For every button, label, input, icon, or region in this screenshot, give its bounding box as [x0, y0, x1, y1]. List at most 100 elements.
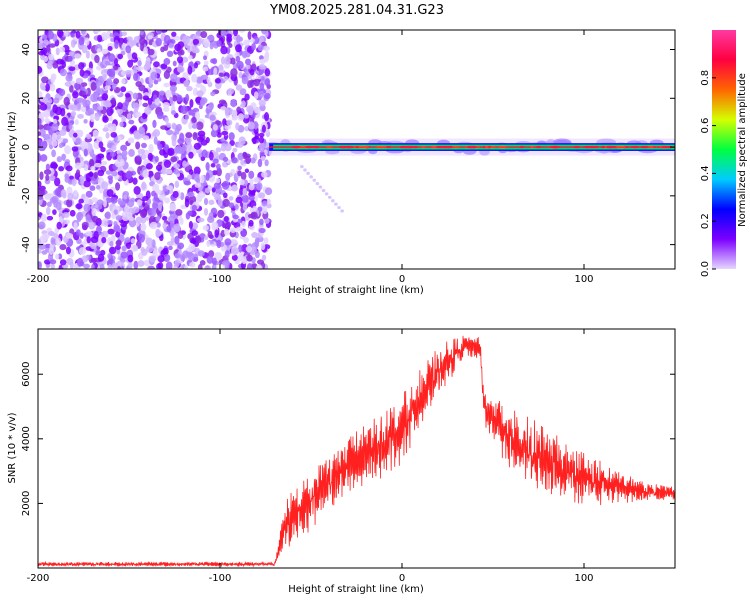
spectrogram-noise-cell: [236, 34, 241, 44]
spectrogram-noise-cell: [186, 85, 193, 92]
spectrogram-noise-cell: [243, 39, 250, 46]
spectrogram-noise-cell: [86, 236, 91, 244]
spectrogram-noise-cell: [113, 221, 118, 227]
spectrogram-noise-cell: [245, 254, 253, 262]
spectrogram-noise-cell: [216, 132, 222, 138]
spectrogram-noise-cell: [263, 92, 271, 100]
spectrogram-noise-cell: [151, 208, 157, 217]
spectrogram-noise-cell: [258, 132, 265, 138]
spectrogram-noise-cell: [138, 233, 146, 243]
spectrogram-noise-cell: [246, 262, 253, 269]
spectrogram-noise-cell: [78, 36, 84, 46]
spectrogram-noise-cell: [157, 143, 163, 151]
spectrogram-noise-cell: [127, 59, 134, 68]
spectrogram-noise-cell: [199, 98, 206, 106]
spectrogram-noise-cell: [174, 235, 180, 245]
spectrogram-noise-cell: [147, 97, 153, 106]
spectrogram-noise-cell: [45, 163, 51, 171]
spectrogram-noise-cell: [159, 90, 165, 96]
spectrogram-noise-cell: [168, 245, 173, 251]
spectrogram-noise-cell: [203, 60, 209, 66]
spectrogram-noise-cell: [237, 165, 242, 171]
snr-series-line: [38, 335, 675, 568]
spectrogram-noise-cell: [252, 36, 260, 45]
spectrogram-noise-cell: [148, 255, 157, 263]
spectrogram-noise-cell: [143, 63, 151, 71]
spectrogram-noise-cell: [38, 104, 42, 110]
spectrogram-noise-cell: [170, 236, 175, 244]
spectrogram-noise-cell: [128, 119, 135, 125]
spectrogram-noise-cell: [266, 198, 272, 204]
spectrogram-noise-cell: [193, 142, 202, 150]
spectrogram-noise-cell: [241, 194, 249, 204]
spectrogram-noise-cell: [109, 240, 114, 247]
spectrogram-noise-cell: [41, 250, 48, 255]
spectrogram-noise-cell: [47, 30, 54, 40]
spectrogram-noise-cell: [206, 35, 215, 41]
spectrogram-noise-cell: [75, 169, 81, 177]
spectrogram-noise-cell: [51, 149, 56, 158]
spectrogram-noise-cell: [163, 70, 171, 80]
spectrogram-noise-cell: [187, 251, 195, 261]
spectrogram-noise-cell: [124, 70, 132, 75]
spectrogram-noise-cell: [230, 68, 238, 78]
snr-ytick-label: 6000: [21, 361, 32, 386]
spectrogram-noise-cell: [90, 263, 95, 269]
spectrogram-noise-cell: [224, 56, 231, 65]
spectrogram-noise-cell: [244, 168, 250, 174]
spectrogram-noise-cell: [238, 244, 243, 253]
spectrogram-noise-cell: [215, 195, 221, 201]
spectrogram-noise-cell: [109, 151, 116, 158]
spectrogram-noise-cell: [119, 159, 125, 167]
spectrogram-noise-cell: [264, 218, 270, 224]
spectrogram-noise-cell: [126, 113, 132, 120]
spectrogram-noise-cell: [38, 118, 42, 127]
spectrogram-noise-cell: [156, 222, 161, 228]
spectrogram-noise-cell: [89, 113, 95, 122]
spectrogram-noise-cell: [83, 203, 91, 213]
spectrogram-noise-cell: [86, 133, 92, 140]
spectrogram-noise-cell: [229, 139, 235, 147]
spectrogram-noise-cell: [248, 178, 254, 185]
spectrogram-noise-cell: [130, 244, 139, 252]
spectrogram-noise-cell: [105, 132, 110, 139]
spectrogram-noise-cell: [120, 222, 127, 228]
spectrogram-noise-cell: [55, 237, 62, 246]
spectrogram-noise-cell: [208, 199, 215, 205]
spectrogram-noise-cell: [60, 108, 66, 117]
spectrogram-noise-cell: [224, 221, 232, 229]
spectrogram-noise-cell: [258, 136, 265, 144]
spectrogram-frame: [37, 29, 676, 270]
spectrogram-noise-cell: [40, 103, 48, 111]
spectrogram-noise-cell: [156, 263, 162, 269]
spectrogram-noise-cell: [216, 167, 222, 177]
spectrogram-noise-cell: [41, 86, 46, 91]
spectrogram-noise-cell: [264, 112, 270, 122]
spectrogram-noise-cell: [151, 190, 156, 197]
spectrogram-noise-cell: [130, 238, 136, 244]
spectrogram-noise-cell: [141, 153, 147, 161]
snr-ytick-label: 2000: [21, 491, 32, 516]
spectrogram-noise-cell: [253, 120, 259, 130]
spectrogram-noise-cell: [120, 86, 127, 93]
spectrogram-noise-cell: [105, 211, 111, 220]
spectrogram-noise-cell: [159, 149, 166, 156]
spectrogram-noise-cell: [188, 169, 194, 175]
spectrogram-noise-cell: [228, 132, 235, 141]
spectrogram-noise-cell: [97, 34, 103, 43]
spectrogram-trail-cell: [309, 175, 313, 179]
spectrogram-noise-cell: [64, 145, 72, 155]
spectrogram-noise-cell: [220, 106, 227, 111]
spectrogram-noise-cell: [157, 202, 163, 211]
spectrogram-noise-cell: [137, 60, 142, 67]
spectrogram-noise-cell: [227, 88, 235, 95]
spectrogram-noise-cell: [102, 115, 109, 123]
spectrogram-noise-cell: [98, 88, 105, 95]
spectrogram-noise-cell: [222, 192, 228, 199]
spectrogram-noise-cell: [101, 230, 109, 239]
spectrogram-noise-cell: [183, 79, 190, 88]
spectrogram-noise-cell: [258, 192, 266, 199]
spectrogram-noise-cell: [142, 95, 150, 101]
spectrogram-noise-cell: [179, 217, 184, 225]
spectrogram-noise-cell: [55, 201, 62, 211]
